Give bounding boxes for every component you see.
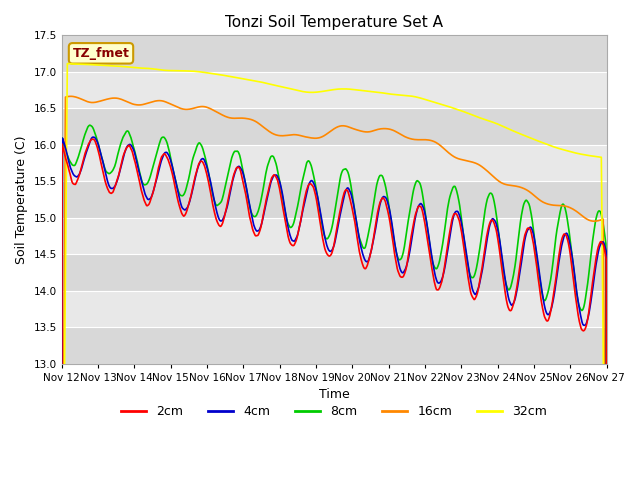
Bar [61,72,607,108]
Bar [61,291,607,327]
Bar [61,254,607,291]
Text: TZ_fmet: TZ_fmet [72,47,129,60]
Bar [61,145,607,181]
Bar [61,36,607,72]
Legend: 2cm, 4cm, 8cm, 16cm, 32cm: 2cm, 4cm, 8cm, 16cm, 32cm [116,400,552,423]
Title: Tonzi Soil Temperature Set A: Tonzi Soil Temperature Set A [225,15,443,30]
Bar [61,181,607,218]
X-axis label: Time: Time [319,388,349,401]
Bar [61,218,607,254]
Bar [61,108,607,145]
Bar [61,327,607,364]
Y-axis label: Soil Temperature (C): Soil Temperature (C) [15,135,28,264]
